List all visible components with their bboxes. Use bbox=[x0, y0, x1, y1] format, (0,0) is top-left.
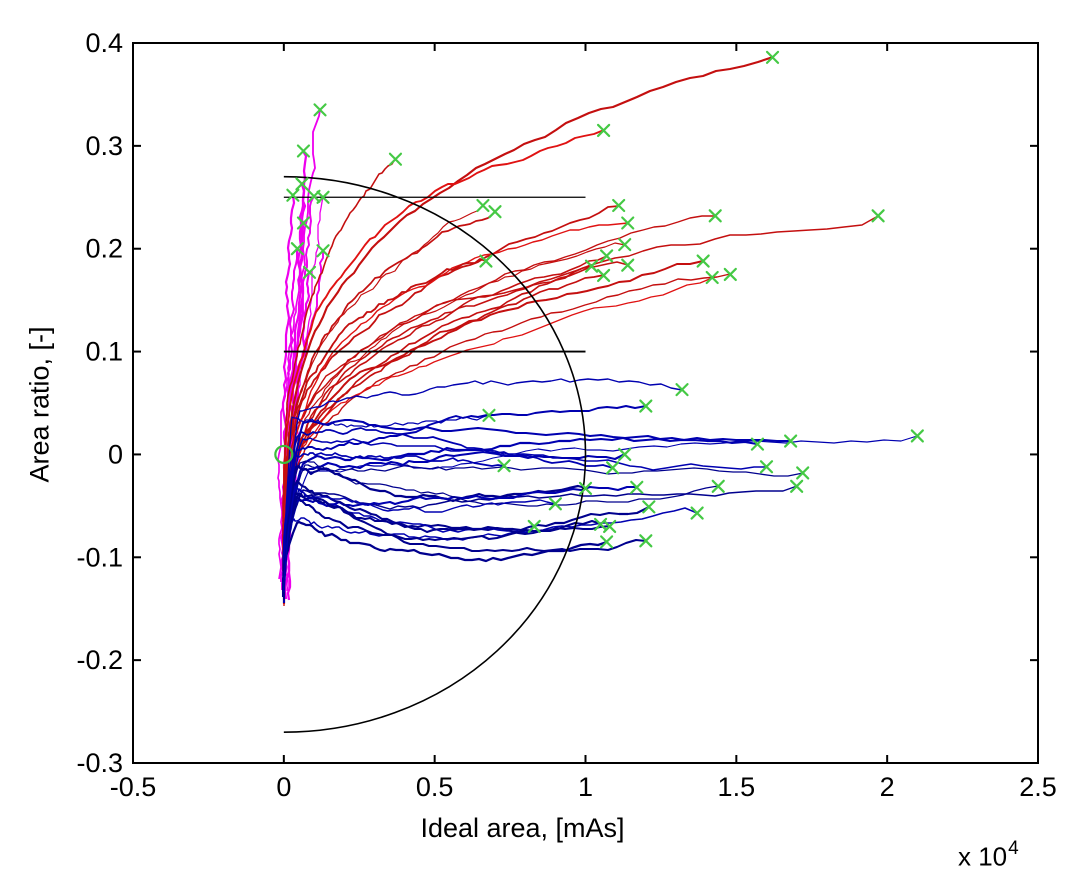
endpoint-x-marker bbox=[621, 216, 635, 230]
endpoint-x-marker bbox=[286, 188, 300, 202]
x-tick-label: 0.5 bbox=[416, 772, 454, 802]
endpoint-x-marker bbox=[313, 103, 327, 117]
trajectory-red bbox=[283, 277, 713, 567]
x-axis-multiplier-base: x 10 bbox=[958, 841, 1008, 870]
endpoint-x-marker bbox=[612, 198, 626, 213]
y-tick-label: 0.1 bbox=[85, 337, 123, 367]
trajectory-red bbox=[282, 129, 605, 569]
trajectory-red bbox=[282, 215, 715, 571]
x-axis-multiplier: x 104 bbox=[958, 838, 1019, 870]
x-tick-label: 1 bbox=[578, 772, 593, 802]
endpoint-x-marker bbox=[302, 265, 317, 279]
trajectory-blue bbox=[283, 464, 804, 586]
endpoint-x-marker bbox=[639, 399, 653, 413]
endpoint-x-marker bbox=[871, 209, 885, 223]
endpoint-x-marker bbox=[618, 447, 632, 462]
y-tick-label: -0.1 bbox=[76, 542, 123, 572]
endpoint-x-marker bbox=[690, 506, 704, 520]
y-tick-label: 0.4 bbox=[85, 28, 123, 58]
y-axis-label: Area ratio, [-] bbox=[24, 326, 55, 483]
trajectory-blue bbox=[282, 492, 647, 600]
endpoint-x-marker bbox=[639, 534, 653, 548]
endpoint-x-marker bbox=[548, 497, 562, 511]
endpoint-x-marker bbox=[606, 461, 620, 475]
trajectory-blue bbox=[283, 460, 719, 595]
endpoint-x-marker bbox=[479, 254, 493, 268]
endpoint-x-marker bbox=[600, 249, 614, 263]
trajectory-blue bbox=[283, 485, 798, 564]
y-tick-label: -0.3 bbox=[76, 748, 123, 778]
endpoint-x-marker bbox=[910, 429, 924, 443]
trajectory-blue bbox=[282, 378, 683, 576]
x-tick-label: 0 bbox=[276, 772, 291, 802]
y-tick-label: 0.2 bbox=[85, 234, 123, 264]
endpoint-x-marker bbox=[642, 500, 656, 514]
x-tick-label: -0.5 bbox=[110, 772, 157, 802]
trajectory-red bbox=[282, 205, 620, 572]
endpoint-x-marker bbox=[705, 270, 719, 285]
endpoint-x-marker bbox=[388, 152, 403, 166]
endpoint-x-marker bbox=[488, 205, 502, 219]
trajectory-blue bbox=[282, 520, 608, 580]
endpoint-x-marker bbox=[316, 244, 330, 258]
y-tick-label: 0 bbox=[108, 439, 123, 469]
endpoint-x-marker bbox=[497, 459, 511, 473]
y-tick-label: -0.2 bbox=[76, 645, 123, 675]
endpoint-x-marker bbox=[476, 198, 490, 213]
x-axis-label: Ideal area, [mAs] bbox=[420, 813, 625, 843]
endpoint-x-marker bbox=[790, 479, 804, 493]
reference-half-ellipse bbox=[283, 175, 587, 733]
trajectories-layer bbox=[277, 55, 918, 606]
endpoint-x-marker bbox=[527, 519, 541, 534]
endpoint-x-marker bbox=[765, 50, 780, 64]
endpoint-x-marker bbox=[290, 242, 305, 256]
endpoint-x-marker bbox=[759, 460, 774, 474]
endpoint-x-marker bbox=[584, 259, 599, 273]
endpoint-markers bbox=[286, 50, 924, 549]
trajectory-red bbox=[283, 273, 731, 606]
endpoint-x-marker bbox=[708, 209, 722, 223]
endpoint-x-marker bbox=[723, 267, 737, 282]
x-tick-label: 2.5 bbox=[1019, 772, 1057, 802]
endpoint-x-marker bbox=[296, 144, 311, 158]
trajectory-blue bbox=[283, 485, 556, 592]
axes-box bbox=[132, 42, 1039, 764]
trajectory-blue bbox=[282, 418, 791, 569]
y-tick-label: 0.3 bbox=[85, 131, 123, 161]
endpoint-x-marker bbox=[600, 535, 614, 549]
endpoint-x-marker bbox=[597, 268, 611, 283]
endpoint-x-marker bbox=[621, 258, 635, 272]
x-axis-label-wrap: Ideal area, [mAs] bbox=[0, 813, 1081, 844]
endpoint-x-marker bbox=[696, 254, 710, 268]
trajectory-red bbox=[282, 55, 774, 604]
trajectory-blue bbox=[282, 479, 650, 569]
endpoint-x-marker bbox=[597, 123, 611, 138]
trajectory-magenta bbox=[277, 223, 304, 580]
origin-circle-marker bbox=[274, 444, 294, 465]
x-tick-label: 1.5 bbox=[718, 772, 756, 802]
trajectory-blue bbox=[283, 414, 490, 574]
trajectory-blue bbox=[282, 427, 614, 591]
endpoint-x-marker bbox=[593, 517, 608, 531]
trajectory-blue bbox=[281, 495, 602, 597]
endpoint-x-marker bbox=[796, 466, 810, 480]
endpoint-x-marker bbox=[630, 480, 644, 494]
endpoint-x-marker bbox=[784, 434, 798, 448]
endpoint-x-marker bbox=[578, 481, 593, 495]
x-axis-multiplier-exponent: 4 bbox=[1008, 838, 1019, 859]
endpoint-x-marker bbox=[618, 238, 632, 252]
trajectory-red bbox=[283, 222, 629, 589]
endpoint-x-marker bbox=[675, 383, 689, 397]
endpoint-x-marker bbox=[711, 479, 725, 493]
endpoint-x-marker bbox=[295, 177, 309, 191]
endpoint-x-marker bbox=[750, 437, 765, 451]
trajectory-blue bbox=[283, 437, 767, 585]
endpoint-x-marker bbox=[482, 408, 496, 422]
endpoint-x-marker bbox=[307, 189, 321, 203]
endpoint-x-marker bbox=[296, 216, 311, 230]
x-tick-label: 2 bbox=[880, 772, 895, 802]
trajectory-blue bbox=[282, 436, 758, 603]
